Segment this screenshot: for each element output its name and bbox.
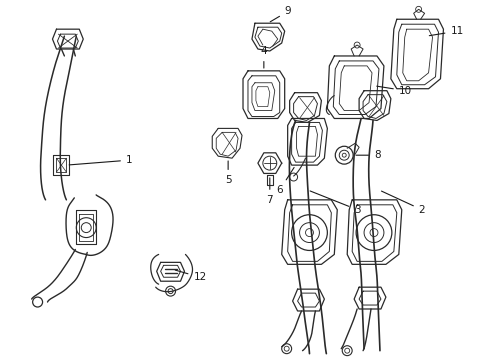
- Text: 9: 9: [270, 6, 291, 22]
- Text: 8: 8: [355, 150, 380, 160]
- Text: 6: 6: [276, 167, 293, 195]
- Text: 4: 4: [260, 46, 266, 68]
- Text: 12: 12: [175, 270, 206, 282]
- Text: 5: 5: [224, 161, 231, 185]
- Text: 10: 10: [376, 86, 411, 96]
- Text: 7: 7: [266, 178, 273, 205]
- Text: 3: 3: [309, 191, 360, 215]
- Text: 1: 1: [69, 155, 132, 165]
- Text: 11: 11: [428, 26, 463, 36]
- Text: 2: 2: [381, 191, 425, 215]
